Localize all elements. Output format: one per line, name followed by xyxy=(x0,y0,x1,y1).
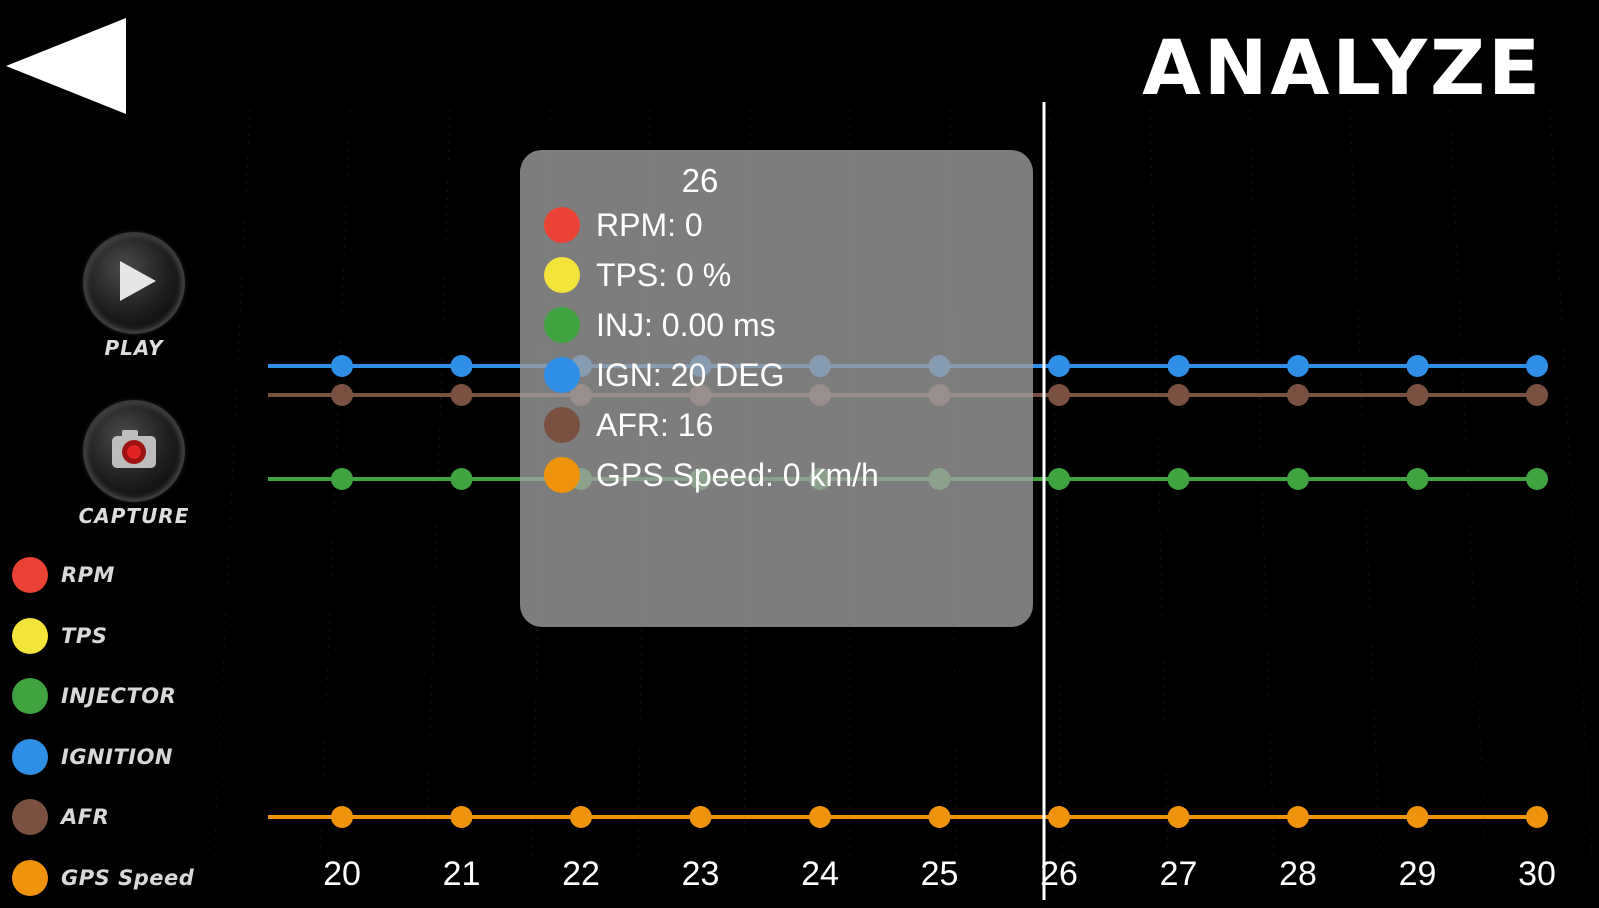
injector-point xyxy=(1168,468,1190,490)
gps-speed-point xyxy=(690,806,712,828)
tooltip-row-afr: AFR: 16 xyxy=(544,405,713,445)
tooltip-row-gps-speed: GPS Speed: 0 km/h xyxy=(544,455,879,495)
injector-point xyxy=(331,468,353,490)
data-tooltip: 26 RPM: 0 TPS: 0 % INJ: 0.00 ms IGN: 20 … xyxy=(520,150,1033,627)
legend-item-afr[interactable]: AFR xyxy=(12,787,252,848)
injector-point xyxy=(451,468,473,490)
play-button[interactable]: PLAY xyxy=(72,232,196,360)
grid-line xyxy=(1250,110,1274,860)
capture-label: CAPTURE xyxy=(72,504,196,528)
grid-line xyxy=(1150,110,1168,860)
legend-item-rpm[interactable]: RPM xyxy=(12,545,252,606)
legend: RPM TPS INJECTOR IGNITION AFR GPS Speed xyxy=(12,545,252,908)
camera-icon xyxy=(86,403,182,499)
tooltip-row-rpm: RPM: 0 xyxy=(544,205,703,245)
tooltip-dot xyxy=(544,207,580,243)
grid-line xyxy=(1350,110,1380,860)
legend-label: TPS xyxy=(61,624,107,648)
tps-color-dot xyxy=(12,618,48,654)
grid-line xyxy=(1450,110,1486,860)
page-title: ANALYZE xyxy=(1142,30,1543,106)
tooltip-text: GPS Speed: 0 km/h xyxy=(596,457,879,494)
gps-speed-point xyxy=(570,806,592,828)
gps-speed-point xyxy=(1048,806,1070,828)
tooltip-text: IGN: 20 DEG xyxy=(596,357,785,394)
gps-speed-point xyxy=(1407,806,1429,828)
injector-color-dot xyxy=(12,678,48,714)
legend-item-tps[interactable]: TPS xyxy=(12,606,252,667)
gps-speed-point xyxy=(451,806,473,828)
tooltip-text: TPS: 0 % xyxy=(596,257,731,294)
play-label: PLAY xyxy=(72,336,196,360)
ignition-point xyxy=(1407,355,1429,377)
afr-point xyxy=(1048,384,1070,406)
injector-point xyxy=(1048,468,1070,490)
tooltip-text: INJ: 0.00 ms xyxy=(596,307,776,344)
legend-label: IGNITION xyxy=(61,745,173,769)
tooltip-row-inj: INJ: 0.00 ms xyxy=(544,305,776,345)
gps-speed-point xyxy=(929,806,951,828)
gps-speed-point xyxy=(331,806,353,828)
tooltip-dot xyxy=(544,357,580,393)
afr-point xyxy=(331,384,353,406)
ignition-point xyxy=(1287,355,1309,377)
tooltip-text: RPM: 0 xyxy=(596,207,703,244)
tooltip-dot xyxy=(544,407,580,443)
injector-point xyxy=(1287,468,1309,490)
ignition-point xyxy=(1048,355,1070,377)
afr-point xyxy=(1526,384,1548,406)
ignition-point xyxy=(451,355,473,377)
x-tick-label: 21 xyxy=(443,855,481,893)
afr-point xyxy=(451,384,473,406)
x-tick-label: 27 xyxy=(1160,855,1198,893)
afr-color-dot xyxy=(12,799,48,835)
back-button[interactable] xyxy=(0,14,130,114)
afr-point xyxy=(1287,384,1309,406)
x-tick-label: 22 xyxy=(562,855,600,893)
ignition-point xyxy=(1526,355,1548,377)
tooltip-dot xyxy=(544,457,580,493)
tooltip-row-tps: TPS: 0 % xyxy=(544,255,731,295)
x-tick-label: 26 xyxy=(1040,855,1078,893)
ignition-point xyxy=(1168,355,1190,377)
grid-line xyxy=(1550,110,1592,860)
legend-item-injector[interactable]: INJECTOR xyxy=(12,666,252,727)
legend-label: GPS Speed xyxy=(61,866,194,890)
tooltip-dot xyxy=(544,257,580,293)
x-tick-label: 25 xyxy=(921,855,959,893)
play-knob xyxy=(83,232,185,334)
x-tick-label: 29 xyxy=(1399,855,1437,893)
legend-label: INJECTOR xyxy=(61,684,176,708)
grid-line xyxy=(426,110,450,860)
x-tick-label: 23 xyxy=(682,855,720,893)
rpm-color-dot xyxy=(12,557,48,593)
x-tick-label: 24 xyxy=(801,855,839,893)
back-arrow-icon xyxy=(0,14,130,114)
x-tick-label: 20 xyxy=(323,855,361,893)
gps-speed-point xyxy=(809,806,831,828)
tooltip-row-ign: IGN: 20 DEG xyxy=(544,355,785,395)
capture-button[interactable]: CAPTURE xyxy=(72,400,196,528)
gps-speed-point xyxy=(1287,806,1309,828)
play-icon xyxy=(86,235,182,331)
injector-point xyxy=(1526,468,1548,490)
legend-item-ignition[interactable]: IGNITION xyxy=(12,727,252,788)
legend-label: AFR xyxy=(61,805,109,829)
x-tick-label: 30 xyxy=(1518,855,1556,893)
ignition-color-dot xyxy=(12,739,48,775)
capture-knob xyxy=(83,400,185,502)
x-tick-label: 28 xyxy=(1279,855,1317,893)
afr-point xyxy=(1407,384,1429,406)
gps-speed-color-dot xyxy=(12,860,48,896)
tooltip-title: 26 xyxy=(520,162,880,200)
tooltip-text: AFR: 16 xyxy=(596,407,713,444)
gps-speed-point xyxy=(1526,806,1548,828)
injector-point xyxy=(1407,468,1429,490)
gps-speed-point xyxy=(1168,806,1190,828)
tooltip-dot xyxy=(544,307,580,343)
legend-item-gps-speed[interactable]: GPS Speed xyxy=(12,848,252,908)
legend-label: RPM xyxy=(61,563,115,587)
ignition-point xyxy=(331,355,353,377)
afr-point xyxy=(1168,384,1190,406)
